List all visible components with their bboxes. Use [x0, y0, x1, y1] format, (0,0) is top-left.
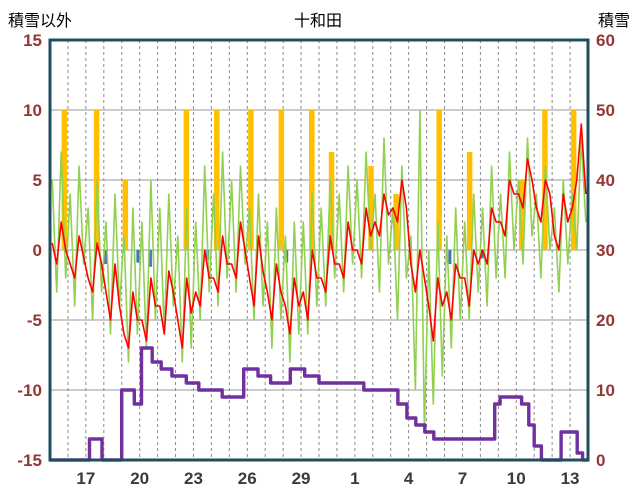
- sunshine-bar: [122, 180, 129, 250]
- x-axis-label: 13: [561, 469, 580, 488]
- x-axis-label: 26: [238, 469, 257, 488]
- x-axis-label: 10: [507, 469, 526, 488]
- x-axis-label: 1: [350, 469, 359, 488]
- x-axis-label: 7: [458, 469, 467, 488]
- sunshine-bar: [393, 194, 399, 250]
- y-axis-label-right: 40: [596, 171, 615, 190]
- y-axis-label-left: 10: [23, 101, 42, 120]
- precip-bar: [448, 250, 452, 264]
- y-axis-label-right: 0: [596, 451, 605, 470]
- x-axis-label: 23: [184, 469, 203, 488]
- right-axis-title: 積雪: [597, 13, 630, 30]
- left-axis-title: 積雪以外: [8, 13, 73, 30]
- x-axis-label: 4: [404, 469, 414, 488]
- green-line: [51, 109, 587, 433]
- y-axis-label-right: 30: [596, 241, 615, 260]
- snow-depth-step-line: [50, 346, 588, 462]
- sunshine-bar: [248, 110, 254, 250]
- sunshine-bar: [278, 110, 285, 250]
- precip-bar: [104, 250, 108, 264]
- y-axis-label-left: 15: [23, 31, 42, 50]
- sunshine-bar: [61, 110, 68, 250]
- y-axis-label-left: -10: [17, 381, 42, 400]
- y-axis-label-left: 5: [33, 171, 42, 190]
- precip-bar: [136, 250, 140, 263]
- y-axis-label-right: 60: [596, 31, 615, 50]
- sunshine-bar: [570, 110, 577, 250]
- y-axis-label-left: 0: [33, 241, 42, 260]
- sunshine-bar: [214, 110, 220, 250]
- x-axis-label: 29: [292, 469, 311, 488]
- sunshine-bar: [518, 180, 525, 250]
- y-axis-label-left: -5: [27, 311, 42, 330]
- sunshine-bar: [466, 152, 473, 250]
- sunshine-bar: [368, 166, 374, 250]
- y-axis-label-right: 50: [596, 101, 615, 120]
- chart-title: 十和田: [293, 13, 342, 30]
- precip-bar: [480, 250, 484, 259]
- sunshine-bar: [309, 110, 315, 250]
- y-axis-label-right: 10: [596, 381, 615, 400]
- sunshine-bar: [183, 110, 190, 250]
- precip-bar: [148, 250, 152, 267]
- x-axis-label: 17: [76, 469, 95, 488]
- x-axis-label: 20: [130, 469, 149, 488]
- y-axis-label-right: 20: [596, 311, 615, 330]
- sunshine-bar: [436, 110, 442, 250]
- y-axis-label-left: -15: [17, 451, 42, 470]
- plot-border: [48, 38, 590, 462]
- red-line: [51, 123, 587, 349]
